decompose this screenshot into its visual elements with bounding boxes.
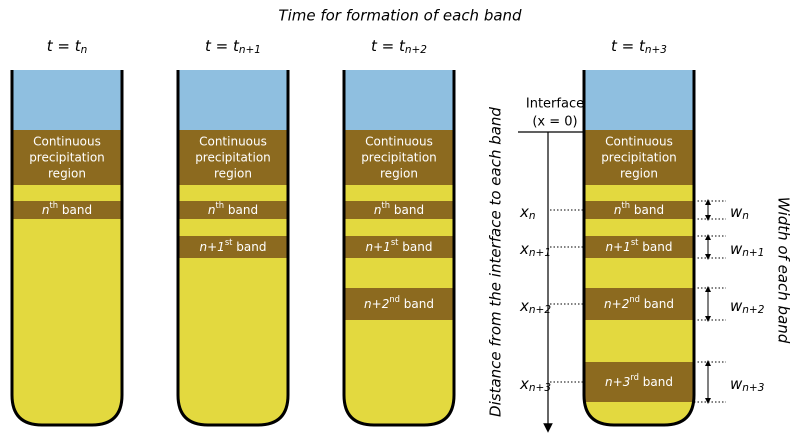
region-label: region (214, 167, 252, 181)
region-label: precipitation (195, 151, 271, 165)
width-title: Width of each band (775, 197, 793, 344)
position-label-part: x (519, 375, 529, 393)
band-label-part: band (224, 203, 258, 217)
position-label-part: x (519, 203, 529, 221)
region-label: region (620, 167, 658, 181)
region-label: precipitation (29, 151, 105, 165)
band-label-part: n+3 (605, 375, 630, 389)
width-label: wn+2 (730, 297, 765, 317)
band-label-part: nd (629, 294, 640, 304)
diagram: Time for formation of each band nth band… (0, 0, 793, 434)
position-label: xn+2 (519, 297, 551, 317)
width-label-part: n (742, 210, 749, 222)
width-label-part: w (730, 375, 743, 393)
position-label-part: x (519, 297, 529, 315)
tube-label-part: t = t (47, 37, 82, 55)
width-label: wn+3 (730, 375, 764, 395)
band-label-part: band (638, 240, 672, 254)
band-label-part: n (208, 203, 216, 217)
tube-label-part: t = t (371, 37, 406, 55)
tube-contents (12, 70, 122, 425)
region-label: precipitation (601, 151, 677, 165)
band-label: nth band (42, 200, 92, 217)
width-label: wn+1 (730, 240, 764, 260)
region-label: region (380, 167, 418, 181)
solution-layer (584, 70, 694, 130)
band-label-part: band (630, 203, 664, 217)
band-label-part: n+2 (364, 297, 389, 311)
position-label-part: n+3 (529, 382, 551, 394)
width-label: wn (730, 203, 749, 223)
band-label-part: band (232, 240, 266, 254)
region-label: Continuous (605, 135, 673, 149)
tube-label: t = tn+3 (611, 37, 667, 57)
position-label-part: n+1 (529, 247, 551, 259)
tube-label: t = tn (47, 37, 88, 57)
width-label-part: n+3 (742, 382, 764, 394)
band-label-part: n+2 (604, 297, 629, 311)
region-label: precipitation (361, 151, 437, 165)
position-label: xn (519, 203, 536, 223)
band-label-part: band (398, 240, 432, 254)
band-label-part: band (390, 203, 424, 217)
band-label-part: n+1 (606, 240, 631, 254)
region-label: region (48, 167, 86, 181)
band-label: nth band (374, 200, 424, 217)
band-label-part: nd (389, 294, 400, 304)
band-label: nth band (208, 200, 258, 217)
axis-title: Distance from the interface to each band (487, 107, 505, 417)
position-label-part: x (519, 240, 529, 258)
band-label-part: th (216, 200, 225, 210)
position-label-part: n (529, 210, 536, 222)
band-label-part: band (639, 375, 673, 389)
band-label: n+1st band (366, 237, 433, 254)
band-label-part: n (42, 203, 50, 217)
band-label-part: rd (630, 372, 639, 382)
origin-label: (x = 0) (532, 115, 577, 130)
band-label-part: band (58, 203, 92, 217)
title: Time for formation of each band (278, 7, 522, 25)
width-label-part: n+1 (742, 247, 764, 259)
band-label-part: th (50, 200, 59, 210)
solution-layer (12, 70, 122, 130)
band-label-part: th (622, 200, 631, 210)
region-label: Continuous (199, 135, 267, 149)
band-label-part: band (640, 297, 674, 311)
position-label: xn+1 (519, 240, 551, 260)
width-label-part: w (730, 203, 743, 221)
tube-label-part: n+2 (405, 44, 427, 56)
band-label-part: n+1 (200, 240, 225, 254)
region-label: Continuous (365, 135, 433, 149)
tube-label: t = tn+2 (371, 37, 427, 57)
interface-label: Interface (526, 97, 584, 112)
tube-label-part: n+1 (239, 44, 261, 56)
band-label: n+2nd band (604, 294, 674, 311)
tube-label-part: t = t (611, 37, 646, 55)
position-label-part: n+2 (529, 304, 551, 316)
region-label: Continuous (33, 135, 101, 149)
tube-label: t = tn+1 (205, 37, 261, 57)
band-label: nth band (614, 200, 664, 217)
solution-layer (178, 70, 288, 130)
band-label: n+3rd band (605, 372, 673, 389)
width-label-part: n+2 (742, 304, 764, 316)
band-label-part: n (614, 203, 622, 217)
band-label-part: band (400, 297, 434, 311)
band-label: n+1st band (200, 237, 267, 254)
position-label: xn+3 (519, 375, 551, 395)
band-label-part: th (382, 200, 391, 210)
tube-label-part: t = t (205, 37, 240, 55)
band-label: n+2nd band (364, 294, 434, 311)
tube-label-part: n+3 (645, 44, 667, 56)
band-label-part: n (374, 203, 382, 217)
width-label-part: w (730, 240, 743, 258)
band-label-part: n+1 (366, 240, 391, 254)
tube-label-part: n (81, 44, 88, 56)
solution-layer (344, 70, 454, 130)
band-label: n+1st band (606, 237, 673, 254)
width-label-part: w (730, 297, 743, 315)
